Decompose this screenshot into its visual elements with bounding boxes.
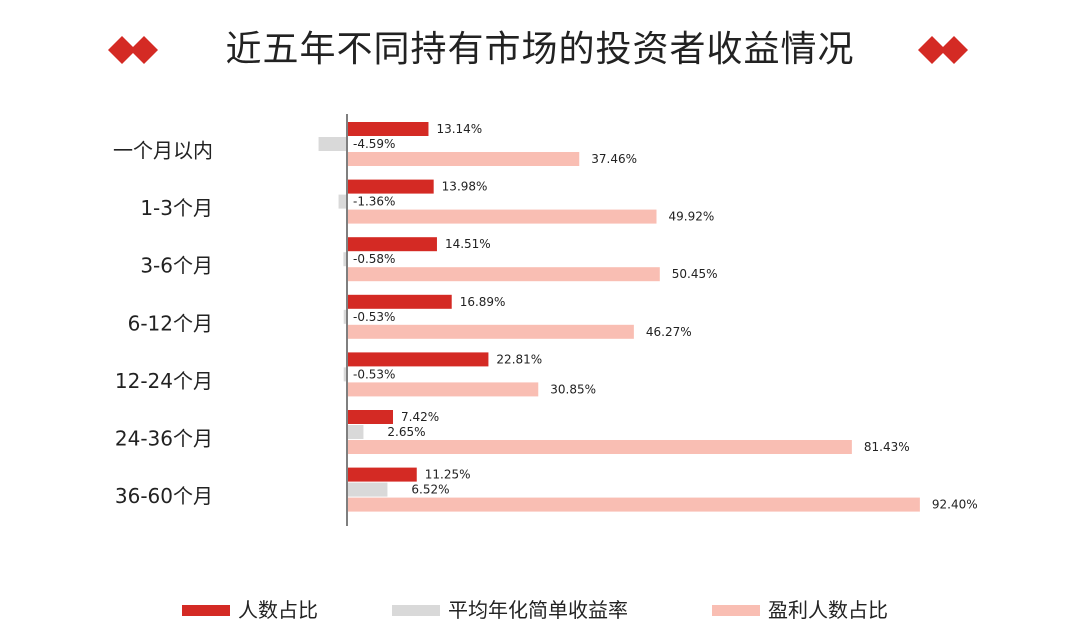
value-label-avg-return: -0.53% [353,367,395,381]
bar-people-ratio [347,352,489,367]
category-label: 36-60个月 [115,484,213,508]
bar-people-ratio [347,410,394,424]
bar-people-ratio [347,179,434,194]
chart-legend: 人数占比 平均年化简单收益率 盈利人数占比 [0,596,1080,624]
chart-title: 近五年不同持有市场的投资者收益情况 [225,29,855,70]
bar-chart: 一个月以内 1-3个月 3-6个月 6-12个月 12-24个月 24-36个月 36-60… [113,114,978,526]
chart-header: 近五年不同持有市场的投资者收益情况 [0,22,1080,82]
legend-swatch-profit-ratio [712,604,760,616]
bar-profit-ratio [347,440,852,454]
value-label-people-ratio: 22.81% [496,352,542,366]
category-label: 1-3个月 [140,196,213,220]
bar-people-ratio [347,467,417,482]
value-label-profit-ratio: 37.46% [591,152,637,166]
legend-swatch-people-ratio [182,604,230,616]
value-label-avg-return: 6.52% [411,483,449,497]
bar-people-ratio [347,122,429,136]
value-label-profit-ratio: 81.43% [864,440,910,454]
bar-avg-return [338,194,347,209]
value-label-avg-return: 2.65% [387,425,425,439]
value-labels: 13.14% -4.59% 37.46% 13.98% -1.36% 49.92% 14.5… [353,122,978,512]
value-label-profit-ratio: 49.92% [669,210,715,224]
legend-item-people-ratio: 人数占比 [182,596,318,624]
legend-label-profit-ratio: 盈利人数占比 [768,598,888,622]
category-label: 24-36个月 [115,427,213,451]
value-label-avg-return: -0.53% [353,310,395,324]
legend-item-avg-return: 平均年化简单收益率 [392,596,628,624]
value-label-profit-ratio: 46.27% [646,325,692,339]
value-label-people-ratio: 13.98% [442,180,488,194]
category-label: 3-6个月 [140,254,213,278]
bar-avg-return [318,137,347,151]
legend-swatch-avg-return [392,604,440,616]
value-label-people-ratio: 16.89% [460,295,506,309]
value-label-profit-ratio: 50.45% [672,267,718,281]
diamond-decoration-right-icon [918,36,968,64]
bar-avg-return [347,425,364,439]
category-label: 12-24个月 [115,369,213,393]
category-labels: 一个月以内 1-3个月 3-6个月 6-12个月 12-24个月 24-36个月 36-60… [113,139,213,509]
value-label-people-ratio: 13.14% [436,122,482,136]
value-label-profit-ratio: 92.40% [932,498,978,512]
category-label: 一个月以内 [113,139,213,163]
value-label-profit-ratio: 30.85% [550,382,596,396]
bar-avg-return [343,367,347,382]
bar-people-ratio [347,294,452,309]
legend-label-people-ratio: 人数占比 [238,598,318,622]
bar-profit-ratio [347,209,657,224]
bar-avg-return [347,482,388,497]
bar-people-ratio [347,237,437,252]
value-label-people-ratio: 14.51% [445,237,491,251]
value-label-avg-return: -0.58% [353,252,395,266]
bar-avg-return [343,309,347,324]
bar-profit-ratio [347,497,920,512]
bar-profit-ratio [347,324,634,339]
bars [318,122,920,512]
legend-label-avg-return: 平均年化简单收益率 [448,598,628,622]
value-label-avg-return: -4.59% [353,137,395,151]
value-label-people-ratio: 11.25% [425,468,471,482]
value-label-avg-return: -1.36% [353,195,395,209]
bar-profit-ratio [347,267,660,282]
bar-profit-ratio [347,152,580,166]
category-label: 6-12个月 [128,311,213,335]
value-label-people-ratio: 7.42% [401,410,439,424]
bar-avg-return [343,252,347,267]
bar-profit-ratio [347,382,539,397]
legend-item-profit-ratio: 盈利人数占比 [712,596,888,624]
diamond-decoration-left-icon [108,36,158,64]
